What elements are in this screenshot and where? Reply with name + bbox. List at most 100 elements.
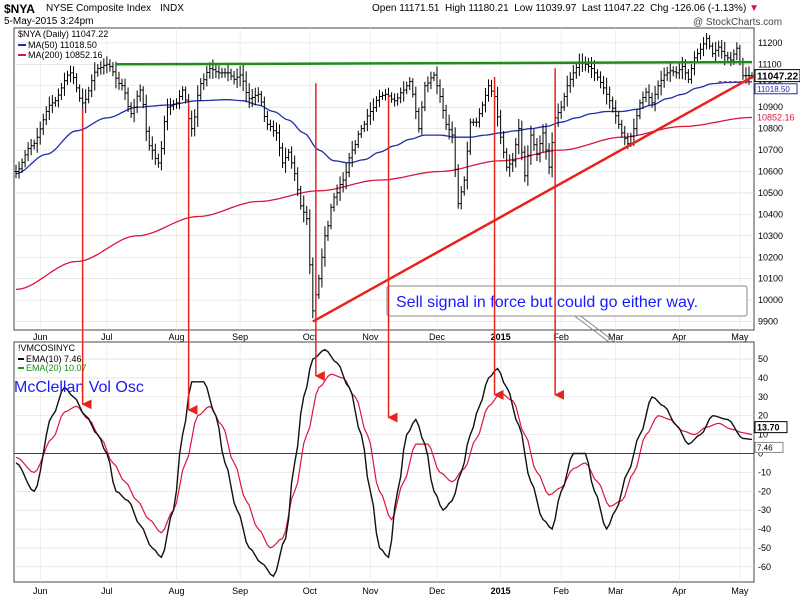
- osc-x-tick-label: Dec: [429, 586, 446, 596]
- price-bars: [14, 33, 754, 319]
- ohlc-readout: Open 11171.51 High 11180.21 Low 11039.97…: [372, 3, 759, 14]
- ma50-line: [15, 81, 752, 175]
- price-x-tick-label: Dec: [429, 332, 446, 342]
- osc-panel-frame: [13, 341, 755, 583]
- osc-line: [15, 348, 753, 578]
- trend-line: [312, 74, 755, 323]
- ma50-tag: 11018.50: [754, 83, 798, 95]
- price-y-tick-label: 10200: [758, 252, 783, 262]
- price-legend: $NYA (Daily) 11047.22 MA(50) 11018.50 MA…: [18, 29, 108, 60]
- last-value: 11047.22: [603, 3, 645, 14]
- ma200-tag-text: 10852.16: [757, 112, 795, 122]
- datetime-label: 5-May-2015 3:24pm: [4, 16, 94, 27]
- price-x-tick-label: Aug: [169, 332, 185, 342]
- osc-tag-text: 13.70: [757, 423, 780, 433]
- price-x-tick-label: Jul: [101, 332, 113, 342]
- low-label: Low: [514, 3, 533, 14]
- oscillator-panel: -60 -50 -40 -30 -20 -10 0 10 20 30 40 50 Jun Jul Aug S…: [13, 341, 788, 596]
- symbol-label: $NYA: [4, 2, 35, 16]
- osc-x-axis: Jun Jul Aug Sep Oct Nov Dec 2015 Feb Mar Apr May: [33, 586, 749, 596]
- osc-y-tick-label: 0: [758, 449, 763, 459]
- price-x-tick-label: May: [731, 332, 749, 342]
- price-x-tick-label: Apr: [672, 332, 686, 342]
- price-x-axis: Jun Jul Aug Sep Oct Nov Dec 2015 Feb Mar Apr May: [33, 332, 749, 342]
- osc-y-tick-label: 30: [758, 392, 768, 402]
- osc-x-tick-label: Aug: [169, 586, 185, 596]
- osc-y-tick-label: -30: [758, 505, 771, 515]
- osc-x-tick-label: May: [731, 586, 749, 596]
- osc-x-tick-label: Jul: [101, 586, 113, 596]
- exchange-label: INDX: [160, 3, 184, 14]
- price-y-tick-label: 11100: [758, 59, 782, 69]
- price-x-tick-label: Jun: [33, 332, 48, 342]
- chg-down-icon: ▼: [749, 3, 759, 14]
- osc-x-tick-label: Feb: [553, 586, 569, 596]
- price-panel-frame: [13, 27, 755, 331]
- open-label: Open: [372, 3, 397, 14]
- high-value: 11180.21: [468, 3, 509, 14]
- price-x-tick-label: Mar: [608, 332, 624, 342]
- price-y-tick-label: 11200: [758, 38, 782, 48]
- osc-y-axis: -60 -50 -40 -30 -20 -10 0 10 20 30 40 50: [758, 354, 771, 572]
- osc-x-tick-label: 2015: [491, 586, 511, 596]
- osc-x-tick-label: Oct: [303, 586, 318, 596]
- osc-xgrid: [39, 342, 741, 582]
- price-x-tick-label: 2015: [491, 332, 511, 342]
- price-y-tick-label: 9900: [758, 317, 778, 327]
- chg-value: -126.06 (-1.13%): [671, 3, 747, 14]
- last-price-tag-box: [754, 69, 800, 83]
- callout-box: [386, 285, 748, 317]
- osc-y-tick-label: -40: [758, 524, 771, 534]
- last-price-tag: 11047.22: [754, 69, 800, 83]
- osc-y-tick-label: -20: [758, 486, 771, 496]
- signal-arrows: [81, 68, 565, 423]
- osc-y-tick-label: 50: [758, 354, 768, 364]
- price-xgrid: [39, 28, 741, 330]
- price-y-tick-label: 10900: [758, 102, 783, 112]
- osc-y-tick-label: 20: [758, 411, 768, 421]
- price-y-tick-label: 10000: [758, 295, 783, 305]
- price-panel: 9900 10000 10100 10200 10300 10400 10500 10600 1…: [13, 27, 800, 421]
- ema-tag-box: [754, 441, 784, 453]
- osc-value-tag: 13.70: [754, 421, 788, 434]
- osc-ema20-line: [15, 373, 753, 549]
- legend-ema10: EMA(10) 7.46: [26, 354, 82, 364]
- price-y-tick-label: 10600: [758, 166, 783, 176]
- price-x-tick-label: Sep: [232, 332, 248, 342]
- osc-y-tick-label: -50: [758, 543, 771, 553]
- price-y-tick-label: 10100: [758, 274, 783, 284]
- price-y-tick-label: 10500: [758, 188, 783, 198]
- price-y-axis: 9900 10000 10100 10200 10300 10400 10500 10600 1…: [758, 38, 783, 327]
- ma50-tag-text: 11018.50: [757, 85, 790, 94]
- resistance-line: [115, 60, 753, 66]
- legend-ma50: MA(50) 11018.50: [28, 40, 97, 50]
- legend-ma200: MA(200) 10852.16: [28, 50, 103, 60]
- high-label: High: [445, 3, 466, 14]
- price-y-tick-label: 10800: [758, 124, 783, 134]
- ma200-tag: 10852.16: [757, 112, 795, 122]
- callout-text: Sell signal in force but could go either…: [396, 294, 698, 311]
- ma50-tag-box: [754, 83, 798, 95]
- sell-signal-callout: Sell signal in force but could go either…: [386, 285, 748, 421]
- osc-x-tick-label: Sep: [232, 586, 248, 596]
- price-y-tick-label: 10300: [758, 231, 783, 241]
- osc-x-tick-label: Apr: [672, 586, 686, 596]
- legend-ema20: EMA(20) 10.07: [26, 363, 87, 373]
- price-y-tick-label: 10700: [758, 145, 783, 155]
- last-label: Last: [581, 3, 601, 14]
- osc-y-tick-label: 10: [758, 430, 768, 440]
- osc-legend: !VMCOSINYC EMA(10) 7.46 EMA(20) 10.07: [18, 343, 87, 373]
- ema-tag-text: 7.46: [757, 443, 773, 452]
- open-value: 11171.51: [399, 3, 440, 14]
- osc-title: McClellan Vol Osc: [14, 379, 144, 396]
- price-x-tick-label: Feb: [553, 332, 569, 342]
- osc-tag-box: [754, 421, 788, 434]
- osc-y-tick-label: 40: [758, 373, 768, 383]
- price-x-tick-label: Nov: [362, 332, 379, 342]
- low-value: 11039.97: [535, 3, 577, 14]
- price-x-tick-label: Oct: [303, 332, 318, 342]
- chg-label: Chg: [650, 3, 669, 14]
- legend-osc-symbol: !VMCOSINYC: [18, 343, 76, 353]
- ma200-line: [15, 116, 753, 291]
